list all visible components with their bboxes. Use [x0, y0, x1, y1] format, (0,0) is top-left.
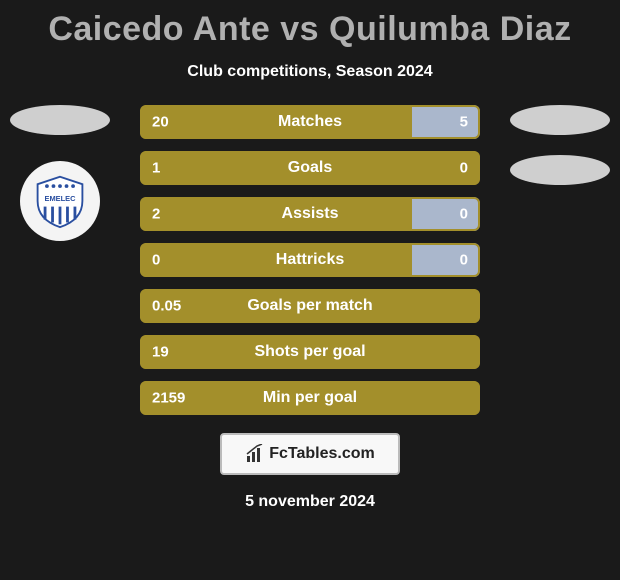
stat-value-left: 20: [152, 114, 169, 131]
stat-fill-left: [140, 105, 412, 139]
stat-value-right: 5: [460, 114, 468, 131]
brand-text: FcTables.com: [269, 445, 375, 463]
stat-label: Goals per match: [247, 297, 372, 315]
stat-fill-right: [412, 197, 480, 231]
stat-label: Goals: [288, 159, 332, 177]
svg-text:EMELEC: EMELEC: [44, 194, 76, 203]
stat-row: 2159 Min per goal: [140, 381, 480, 415]
stat-row: 19 Shots per goal: [140, 335, 480, 369]
stat-value-left: 2: [152, 206, 160, 223]
brand-logo: FcTables.com: [220, 433, 400, 475]
stat-value-left: 0: [152, 252, 160, 269]
stat-row: 0.05 Goals per match: [140, 289, 480, 323]
chart-icon: [245, 444, 265, 464]
team-badge-left: EMELEC: [20, 161, 100, 241]
stat-fill-right: [412, 105, 480, 139]
stat-value-right: 0: [460, 252, 468, 269]
stat-value-right: 0: [460, 160, 468, 177]
stat-row: 1 0 Goals: [140, 151, 480, 185]
stat-bars-container: 205Matches10Goals20Assists00Hattricks0.0…: [140, 105, 480, 415]
page-title: Caicedo Ante vs Quilumba Diaz: [0, 0, 620, 49]
stat-row: 2 0 Assists: [140, 197, 480, 231]
stat-value-left: 2159: [152, 390, 185, 407]
page-subtitle: Club competitions, Season 2024: [0, 63, 620, 81]
stat-row: 20 5 Matches: [140, 105, 480, 139]
stat-row: 0 0 Hattricks: [140, 243, 480, 277]
stat-value-left: 0.05: [152, 298, 181, 315]
comparison-content: EMELEC 205Matches10Goals20Assists00Hattr…: [0, 105, 620, 415]
shield-icon: EMELEC: [32, 173, 88, 229]
stat-label: Min per goal: [263, 389, 357, 407]
stat-fill-left: [140, 197, 412, 231]
stat-fill-right: [412, 243, 480, 277]
stat-label: Hattricks: [276, 251, 344, 269]
stat-label: Matches: [278, 113, 342, 131]
stat-label: Assists: [282, 205, 339, 223]
stat-value-left: 1: [152, 160, 160, 177]
stat-value-right: 0: [460, 206, 468, 223]
stat-label: Shots per goal: [254, 343, 365, 361]
player-right-badge-placeholder-1: [510, 105, 610, 135]
player-right-badge-placeholder-2: [510, 155, 610, 185]
player-left-badge-placeholder: [10, 105, 110, 135]
footer-date: 5 november 2024: [0, 493, 620, 511]
stat-value-left: 19: [152, 344, 169, 361]
